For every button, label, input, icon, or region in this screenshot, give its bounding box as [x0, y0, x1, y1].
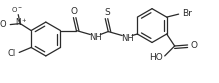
Text: HO: HO: [149, 53, 163, 62]
Text: NH: NH: [89, 33, 102, 42]
Text: O$^-$: O$^-$: [11, 5, 23, 14]
Text: Cl: Cl: [7, 49, 15, 58]
Text: O: O: [0, 20, 7, 29]
Text: N$^+$: N$^+$: [15, 17, 28, 28]
Text: O: O: [190, 42, 197, 50]
Text: Br: Br: [182, 9, 192, 18]
Text: O: O: [71, 7, 78, 16]
Text: S: S: [104, 8, 110, 17]
Text: NH: NH: [121, 34, 134, 43]
